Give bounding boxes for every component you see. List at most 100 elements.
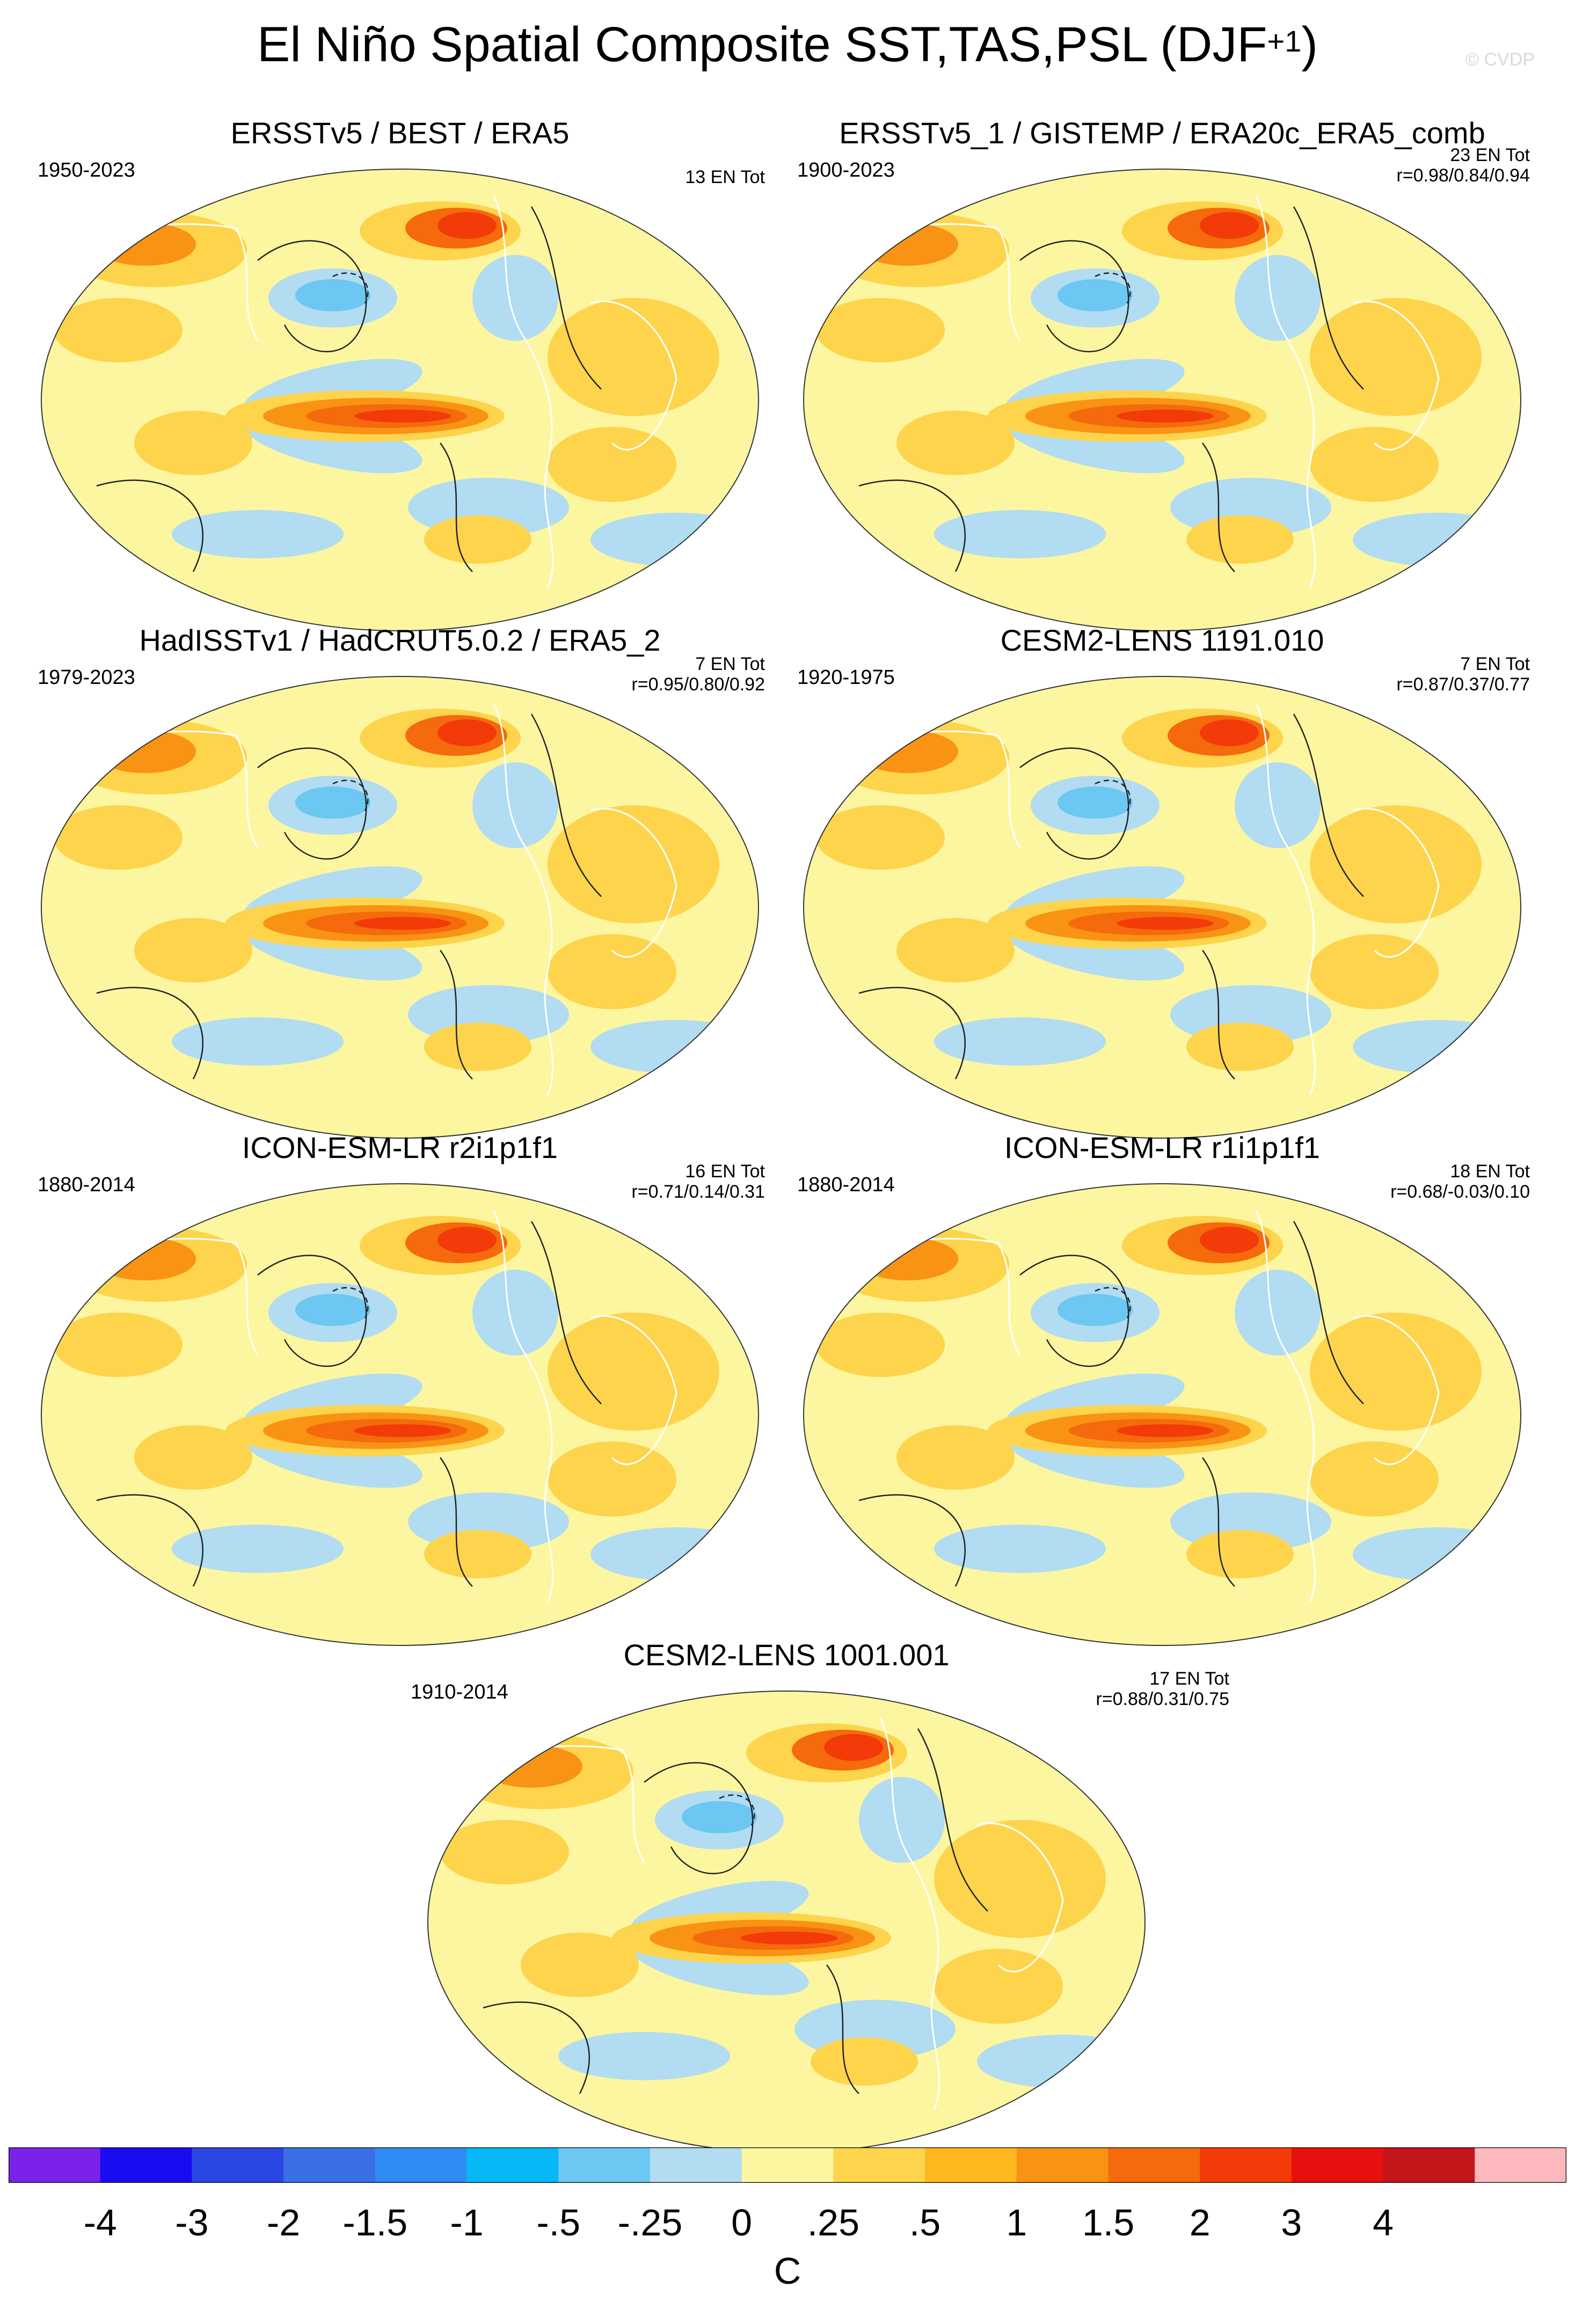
panel-stats: 7 EN Tot r=0.87/0.37/0.77 <box>1396 654 1530 695</box>
colorbar-tick-label: -3 <box>175 2202 209 2243</box>
warm-anomaly-alaska-core <box>1200 719 1259 746</box>
sst-composite-map <box>803 169 1521 631</box>
map-frame <box>803 169 1521 631</box>
warm-anomaly-asia <box>816 1313 945 1377</box>
panel-period: 1910-2014 <box>411 1681 508 1703</box>
panel-title: ICON-ESM-LR r1i1p1f1 <box>1004 1131 1321 1164</box>
colorbar-swatch <box>283 2147 376 2183</box>
colorbar-tick-label: -2 <box>266 2202 301 2243</box>
warm-anomaly-asia <box>816 805 945 870</box>
psl-contour <box>257 1255 367 1367</box>
sst-composite-map <box>41 169 759 631</box>
colorbar-swatch <box>833 2147 925 2183</box>
colorbar-tick-label: -4 <box>83 2202 117 2243</box>
warm-anomaly-alaska-core <box>438 212 497 239</box>
psl-contour <box>826 1964 859 2094</box>
colorbar-swatch <box>1200 2147 1292 2183</box>
psl-contour <box>1201 442 1235 572</box>
psl-contour <box>1293 206 1364 390</box>
psl-contour <box>644 1762 754 1875</box>
map-field <box>41 169 759 631</box>
colorbar-swatch <box>100 2147 193 2183</box>
psl-contour <box>1019 240 1129 353</box>
colorbar-tick-label: 0 <box>731 2202 753 2243</box>
cool-anomaly-south-atlantic <box>1353 513 1521 566</box>
coastline-americas <box>1255 1210 1316 1603</box>
map-panel-2: ERSSTv5_1 / GISTEMP / ERA20c_ERA5_comb 1… <box>773 115 1551 663</box>
panel-stats: 23 EN Tot r=0.98/0.84/0.94 <box>1396 145 1530 186</box>
map-field <box>41 1184 759 1645</box>
psl-contour-negative <box>332 779 369 811</box>
map-field <box>804 676 1521 1138</box>
cool-anomaly-south-atlantic <box>590 1020 759 1074</box>
warm-anomaly-indian <box>896 1425 1015 1490</box>
coastline-americas <box>879 1717 940 2110</box>
psl-contour-negative <box>332 272 369 304</box>
colorbar-tick-label: .25 <box>807 2202 859 2243</box>
psl-contour <box>530 713 602 897</box>
coastline-africa <box>590 807 677 958</box>
psl-contour <box>1019 1255 1129 1367</box>
warm-anomaly-alaska-core <box>438 719 497 746</box>
warm-anomaly-africa <box>548 298 719 416</box>
psl-contour-negative <box>719 1794 755 1826</box>
colorbar-tick-label: 2 <box>1189 2202 1211 2243</box>
coastline-africa <box>1352 807 1440 958</box>
warm-anomaly-indian <box>521 1933 639 1997</box>
warm-anomaly-alaska-core <box>1200 212 1259 239</box>
colorbar-frame <box>9 2147 1566 2183</box>
warm-anomaly-asia <box>440 1820 569 1884</box>
panel-period: 1880-2014 <box>38 1174 135 1196</box>
warm-anomaly-satlantic <box>1310 934 1439 1009</box>
cool-anomaly-npacific-core <box>1058 786 1133 819</box>
warm-anomaly-africa <box>1310 805 1482 923</box>
warm-anomaly-eurasia-core <box>94 223 196 266</box>
cool-anomaly-npacific-core <box>295 786 370 819</box>
colorbar-swatch <box>192 2147 284 2183</box>
warm-anomaly-satlantic <box>1310 1441 1439 1517</box>
psl-contour <box>1293 713 1364 897</box>
psl-contour <box>439 950 473 1080</box>
warm-anomaly-asia <box>54 298 183 362</box>
map-panel-3: HadISSTv1 / HadCRUT5.0.2 / ERA5_2 1979-2… <box>11 623 789 1170</box>
coastline-africa <box>1352 300 1440 450</box>
psl-contour <box>96 987 203 1080</box>
panel-title: ERSSTv5_1 / GISTEMP / ERA20c_ERA5_comb <box>839 116 1485 150</box>
cool-anomaly-us <box>859 1777 945 1863</box>
colorbar-tick-label: -1.5 <box>342 2202 408 2243</box>
cool-anomaly-us <box>1235 762 1321 848</box>
panel-stats: 13 EN Tot <box>685 167 765 187</box>
cool-anomaly-us <box>472 255 558 341</box>
warm-anomaly-asia <box>54 805 183 870</box>
panel-period: 1880-2014 <box>797 1174 895 1196</box>
psl-contour <box>257 240 367 353</box>
warm-anomaly-africa <box>1310 298 1482 416</box>
psl-contour <box>1293 1221 1364 1404</box>
warm-anomaly-indian <box>134 918 252 982</box>
psl-contour-negative <box>1095 272 1131 304</box>
warm-anomaly-africa <box>548 1313 719 1431</box>
panel-stats: 16 EN Tot r=0.71/0.14/0.31 <box>631 1161 765 1202</box>
warm-anomaly-southern <box>424 515 531 564</box>
colorbar-swatch <box>1383 2147 1475 2183</box>
cool-anomaly-southern-indian <box>172 1525 344 1573</box>
colorbar-tick-label: 3 <box>1281 2202 1302 2243</box>
map-field <box>804 169 1521 631</box>
colorbar-tick-label: -1 <box>450 2202 484 2243</box>
figure-title: El Niño Spatial Composite SST,TAS,PSL (D… <box>257 17 1318 72</box>
psl-contour <box>1201 1457 1235 1587</box>
colorbar-swatch <box>650 2147 742 2183</box>
warm-anomaly-satlantic <box>548 1441 676 1517</box>
psl-contour <box>439 1457 473 1587</box>
coastline-africa <box>976 1822 1064 1972</box>
panel-title: HadISSTv1 / HadCRUT5.0.2 / ERA5_2 <box>139 623 661 657</box>
panel-period: 1900-2023 <box>797 159 895 181</box>
psl-contour <box>530 1221 602 1404</box>
warm-anomaly-eurasia-core <box>856 1237 958 1280</box>
cool-anomaly-npacific-core <box>1058 279 1133 311</box>
warm-anomaly-southern <box>1186 1023 1294 1071</box>
coastline-americas <box>493 195 554 588</box>
colorbar-swatch <box>1016 2147 1109 2183</box>
warm-tongue-peak <box>1117 1424 1213 1437</box>
cool-anomaly-us <box>1235 255 1321 341</box>
